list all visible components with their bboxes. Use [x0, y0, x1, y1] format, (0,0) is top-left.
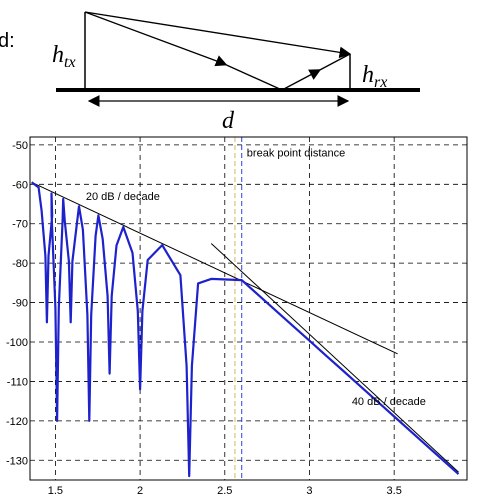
y-tick-label: -90 — [12, 298, 28, 310]
chart-annotation: 20 dB / decade — [86, 191, 160, 203]
cut-label: d: — [0, 30, 15, 52]
chart-annotation: break point distance — [247, 148, 345, 160]
y-tick-label: -70 — [12, 219, 28, 231]
series — [31, 181, 460, 478]
x-tick-label: 3.5 — [387, 485, 402, 497]
hrx-label: hrx — [362, 62, 387, 91]
y-tick-label: -60 — [12, 179, 28, 191]
y-tick-label: -50 — [12, 140, 28, 152]
annotations: break point distance 20 dB / decade 40 dB … — [86, 148, 426, 408]
tick-labels: 1.5 2 2.5 3 3.5 -50 -60 -70 -80 -90 -100 -110 -120 -1… — [6, 140, 402, 497]
reflected-ray-2 — [281, 53, 351, 91]
asymptote-line — [31, 181, 398, 355]
chart-annotation: 40 dB / decade — [352, 396, 426, 408]
y-tick-label: -110 — [7, 376, 28, 388]
reflected-ray-1 — [84, 11, 283, 91]
break-point-lines — [234, 137, 243, 480]
distance-label: d — [222, 108, 235, 134]
htx-label: htx — [52, 42, 76, 71]
x-tick-label: 2 — [137, 485, 143, 497]
x-tick-label: 3 — [306, 485, 312, 497]
x-tick-label: 1.5 — [48, 485, 63, 497]
two-ray-path-loss-curve — [31, 181, 460, 478]
plot-frame — [29, 136, 468, 481]
asymptote-line — [210, 243, 459, 473]
y-tick-label: -100 — [6, 337, 28, 349]
reference-lines — [31, 181, 459, 473]
grid — [30, 137, 467, 480]
two-ray-diagram: d: htx hrx d — [0, 11, 420, 134]
y-tick-label: -80 — [12, 258, 28, 270]
y-tick-label: -120 — [6, 416, 28, 428]
y-tick-label: -130 — [6, 455, 28, 467]
x-tick-label: 2.5 — [217, 485, 232, 497]
direct-ray — [84, 11, 352, 59]
